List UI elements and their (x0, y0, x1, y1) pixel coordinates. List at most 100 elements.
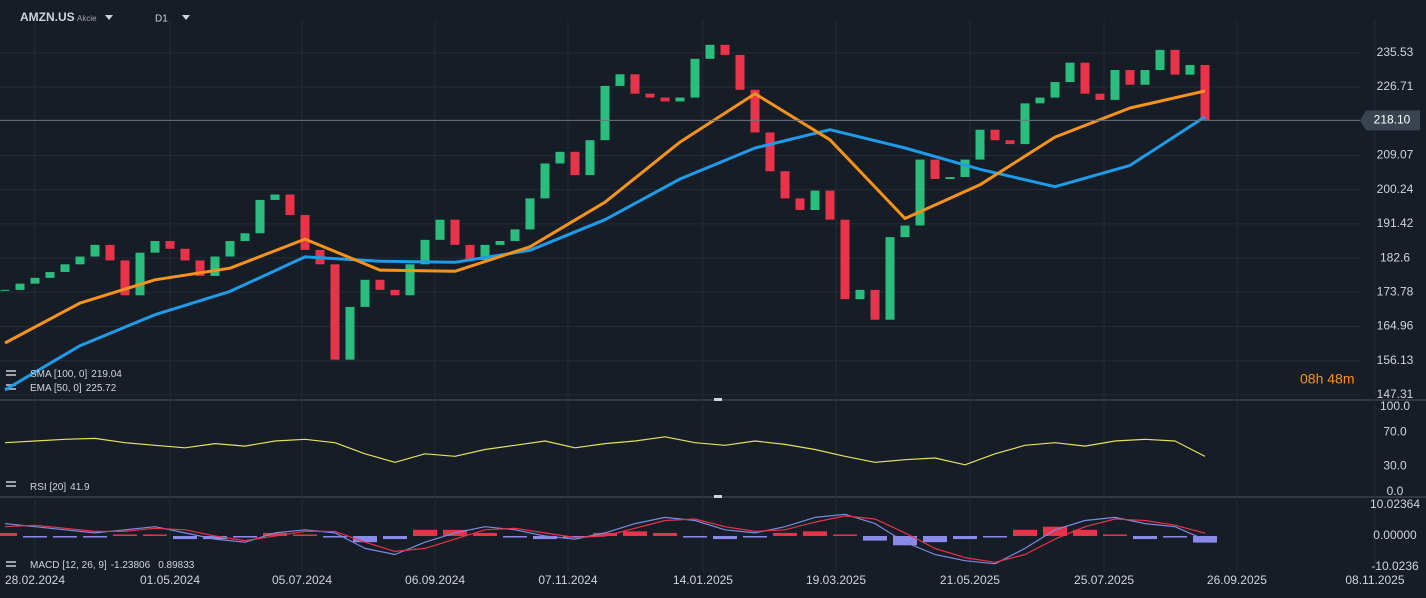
symbol[interactable]: AMZN.US (20, 10, 75, 24)
candle (570, 151, 580, 176)
candle (405, 264, 415, 296)
candle (1035, 97, 1045, 104)
candle (90, 244, 100, 257)
timeframe[interactable]: D1 (155, 14, 168, 25)
candle (675, 97, 685, 102)
candle (870, 289, 880, 320)
candle (900, 225, 910, 238)
signal-line (4, 515, 1206, 563)
x-tick-label: 25.07.2025 (1074, 573, 1134, 587)
candle (375, 279, 385, 290)
candle (465, 244, 475, 261)
candle (30, 277, 40, 284)
y-tick-label: 182.6 (1380, 250, 1410, 264)
candle (1080, 62, 1090, 94)
candle (435, 219, 445, 240)
histogram-bar (592, 532, 617, 536)
candle (45, 272, 55, 278)
histogram-bar (532, 535, 557, 540)
candle (690, 58, 700, 98)
histogram-bar (923, 535, 948, 543)
legend-value: 41.9 (70, 482, 90, 493)
histogram-bar (412, 529, 437, 536)
asset-type: Akcie (77, 14, 97, 23)
candle (1050, 82, 1060, 98)
candle (270, 194, 280, 200)
countdown: 08h 48m (1300, 371, 1354, 387)
histogram-bar (1073, 529, 1098, 536)
candle (1095, 93, 1105, 100)
candle (585, 140, 595, 176)
histogram-bar (472, 532, 497, 536)
candle (240, 233, 250, 242)
legend-value: 0.89833 (158, 560, 195, 571)
histogram-bar (82, 535, 107, 538)
candle (750, 89, 760, 133)
current-price-box (1360, 110, 1420, 131)
candle (285, 194, 295, 216)
candle (990, 129, 1000, 141)
candle (60, 264, 70, 273)
histogram-bar (172, 535, 197, 540)
pane-handle[interactable] (714, 495, 722, 498)
candle (300, 215, 310, 250)
candle (525, 198, 535, 230)
candle (180, 248, 190, 261)
histogram-bar (1133, 535, 1158, 540)
x-tick-label: 06.09.2024 (405, 573, 465, 587)
y-tick-label: 30.0 (1383, 459, 1407, 473)
candle (75, 256, 85, 265)
candle (135, 252, 145, 296)
legend-value: -1.23806 (111, 560, 151, 571)
histogram-bar (652, 532, 677, 536)
candle (540, 163, 550, 199)
candle (360, 279, 370, 307)
candle (795, 198, 805, 210)
candle (105, 244, 115, 261)
histogram-bar (202, 535, 227, 540)
y-tick-label: 10.02364 (1370, 497, 1420, 511)
histogram-bar (983, 535, 1008, 538)
candle (825, 190, 835, 220)
y-tick-label: 235.53 (1377, 45, 1414, 59)
histogram-bar (683, 535, 707, 538)
x-tick-label: 01.05.2024 (140, 573, 200, 587)
y-tick-label: 226.71 (1377, 79, 1414, 93)
histogram-bar (1103, 534, 1128, 536)
candle (630, 74, 640, 94)
candle (1185, 64, 1195, 75)
candle (735, 54, 745, 90)
candle (1125, 70, 1135, 85)
histogram-bar (292, 534, 317, 536)
x-tick-label: 26.09.2025 (1207, 573, 1267, 587)
candle (1200, 64, 1210, 121)
candle (165, 241, 175, 249)
candle (120, 260, 130, 296)
x-tick-label: 19.03.2025 (806, 573, 866, 587)
histogram-bar (773, 532, 798, 536)
symbol-dropdown[interactable] (105, 15, 113, 20)
indicator-line (4, 436, 1206, 466)
histogram-bar (22, 535, 47, 538)
candle (840, 219, 850, 300)
candle (345, 306, 355, 360)
pane-handle[interactable] (714, 398, 722, 401)
candle (615, 74, 625, 86)
candle (1005, 140, 1015, 145)
timeframe-dropdown[interactable] (182, 15, 190, 20)
candle (510, 229, 520, 242)
y-tick-label: 0.00000 (1373, 528, 1417, 542)
histogram-bar (352, 535, 377, 543)
y-tick-label: 200.24 (1377, 182, 1414, 196)
histogram-bar (232, 535, 257, 538)
legend-entry: EMA [50, 0] 225.72 (30, 383, 117, 394)
y-tick-label: 100.0 (1380, 399, 1410, 413)
histogram-bar (502, 535, 527, 538)
candle (720, 44, 730, 55)
histogram-bar (803, 531, 828, 536)
candle (1140, 70, 1150, 85)
candle (210, 256, 220, 276)
y-tick-label: -10.0236 (1371, 559, 1419, 573)
